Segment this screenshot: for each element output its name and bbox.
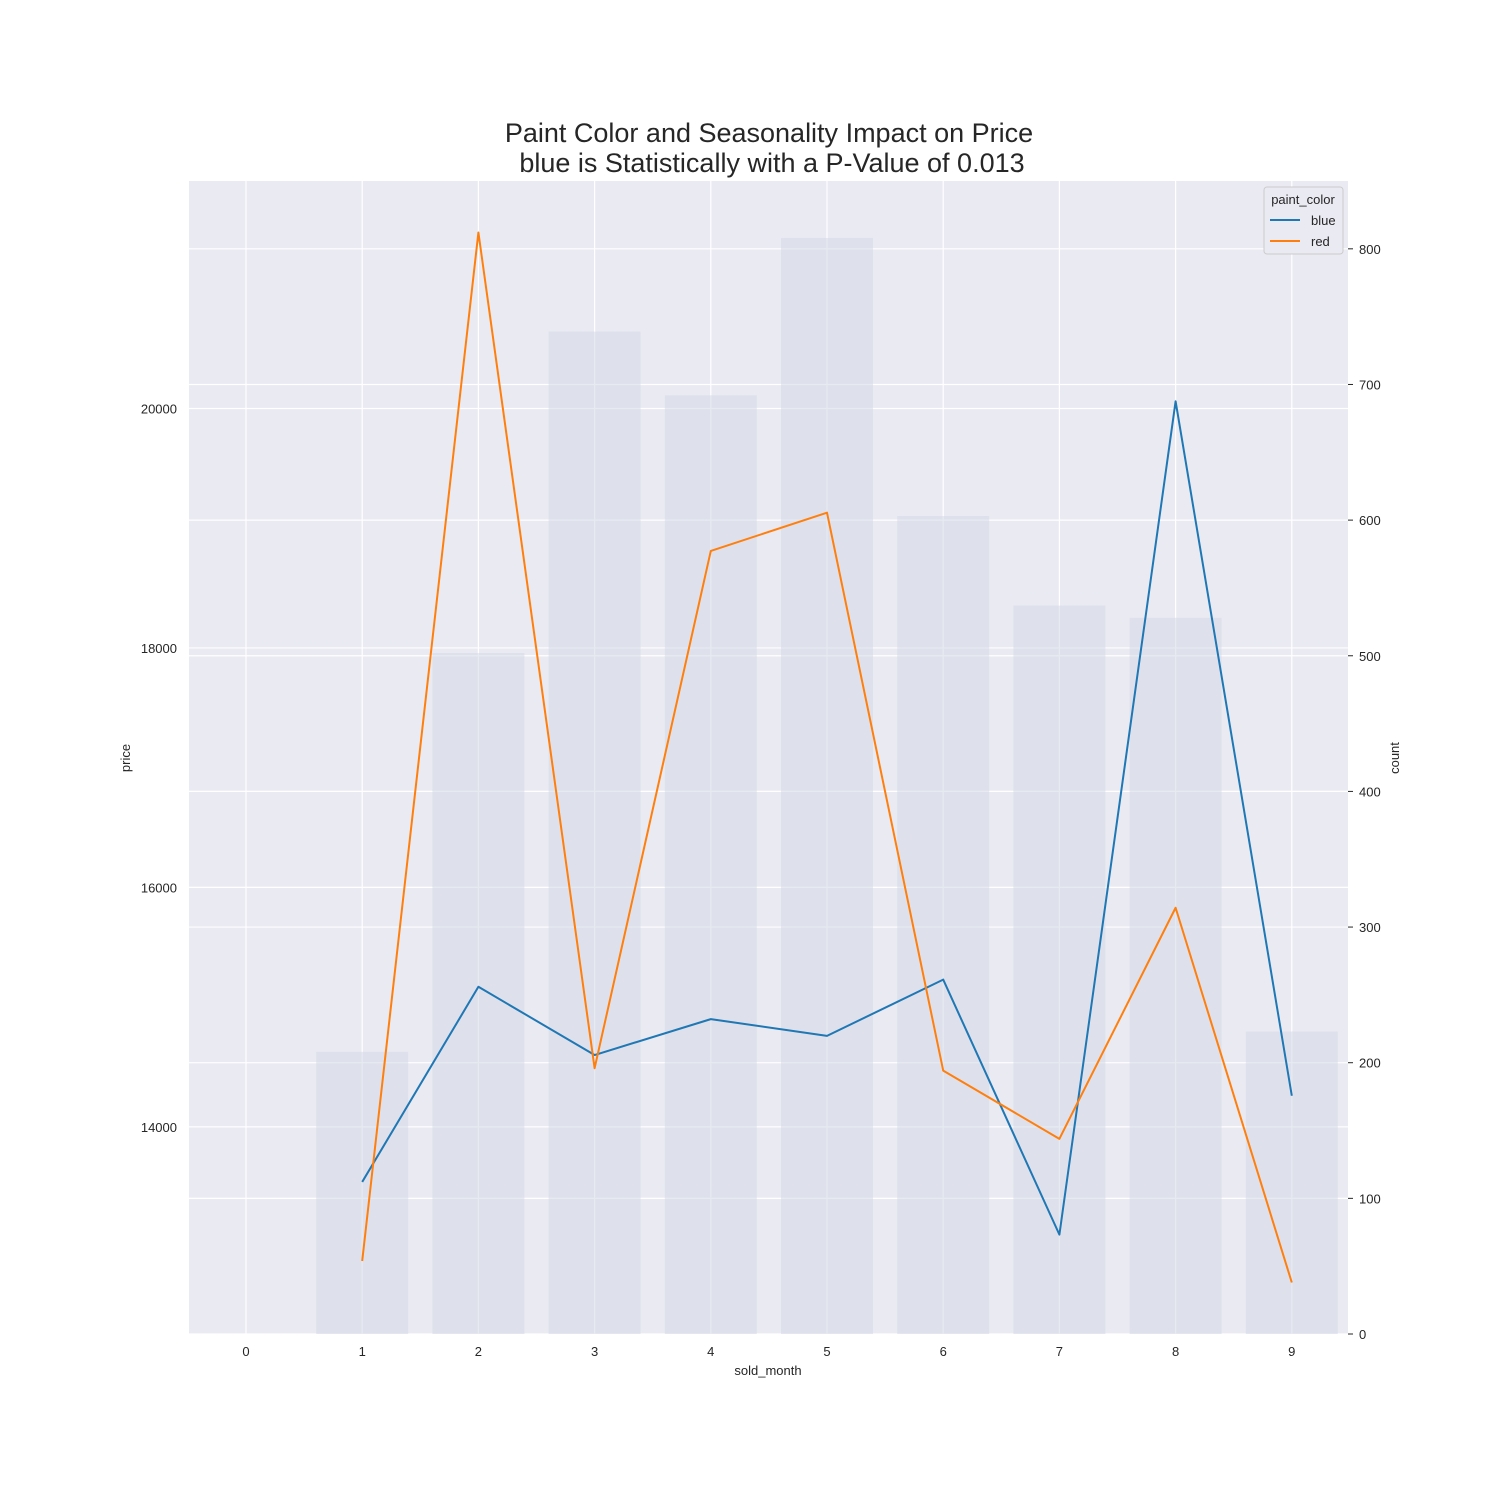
y-axis-label: price (118, 744, 133, 772)
y-tick-label: 14000 (141, 1120, 177, 1135)
x-tick-label: 4 (707, 1344, 714, 1359)
x-axis-label: sold_month (734, 1363, 801, 1378)
x-tick-label: 7 (1056, 1344, 1063, 1359)
y2-tick-label: 500 (1359, 649, 1381, 664)
count-bar (1245, 1031, 1338, 1334)
x-tick-label: 5 (823, 1344, 830, 1359)
legend-box (1263, 186, 1344, 255)
y2-axis-label: count (1387, 742, 1402, 774)
price-lines (361, 231, 1293, 1283)
y2-tick-label: 300 (1359, 920, 1381, 935)
y2-tick-label: 400 (1359, 784, 1381, 799)
x-tick-label: 8 (1172, 1344, 1179, 1359)
x-tick-label: 1 (359, 1344, 366, 1359)
x-tick-label: 9 (1288, 1344, 1295, 1359)
legend-label-blue: blue (1311, 213, 1336, 228)
y-tick-label: 18000 (141, 641, 177, 656)
series-line-blue (361, 400, 1293, 1236)
count-bar (781, 237, 873, 1334)
legend-label-red: red (1311, 234, 1330, 249)
y-tick-labels: 14000 16000 18000 20000 (141, 401, 177, 1134)
x-tick-label: 3 (591, 1344, 598, 1359)
chart-subtitle: blue is Statistically with a P-Value of … (519, 148, 1024, 178)
y2-tick-label: 100 (1359, 1191, 1381, 1206)
chart-title: Paint Color and Seasonality Impact on Pr… (505, 118, 1033, 148)
y2-tick-labels: 0 100 200 300 400 500 600 700 800 (1348, 242, 1381, 1342)
y2-tick-label: 600 (1359, 513, 1381, 528)
x-tick-label: 0 (242, 1344, 249, 1359)
count-bar (1129, 617, 1222, 1334)
count-bar (1013, 605, 1106, 1334)
legend: paint_color blue red (1263, 186, 1344, 255)
series-line-red (361, 231, 1293, 1283)
y2-tick-label: 0 (1359, 1327, 1366, 1342)
count-bar (897, 516, 990, 1334)
count-bar (432, 653, 525, 1334)
count-bars (316, 237, 1338, 1334)
count-bar (664, 395, 757, 1334)
y-tick-label: 20000 (141, 401, 177, 416)
count-bar (316, 1051, 409, 1334)
y2-tick-label: 800 (1359, 242, 1381, 257)
y-tick-label: 16000 (141, 880, 177, 895)
x-tick-labels: 0 1 2 3 4 5 6 7 8 9 (242, 1344, 1295, 1359)
x-tick-label: 2 (475, 1344, 482, 1359)
x-tick-label: 6 (940, 1344, 947, 1359)
y2-tick-label: 700 (1359, 377, 1381, 392)
legend-title: paint_color (1271, 192, 1335, 207)
y2-tick-label: 200 (1359, 1056, 1381, 1071)
count-bar (548, 331, 641, 1334)
